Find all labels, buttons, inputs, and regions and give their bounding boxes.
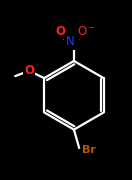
Text: Br: Br (82, 145, 96, 155)
Text: O: O (24, 64, 34, 77)
Text: $\mathrm{O^-}$: $\mathrm{O^-}$ (77, 25, 96, 38)
Text: $\mathrm{N^+}$: $\mathrm{N^+}$ (65, 34, 83, 50)
Text: O: O (56, 25, 66, 38)
